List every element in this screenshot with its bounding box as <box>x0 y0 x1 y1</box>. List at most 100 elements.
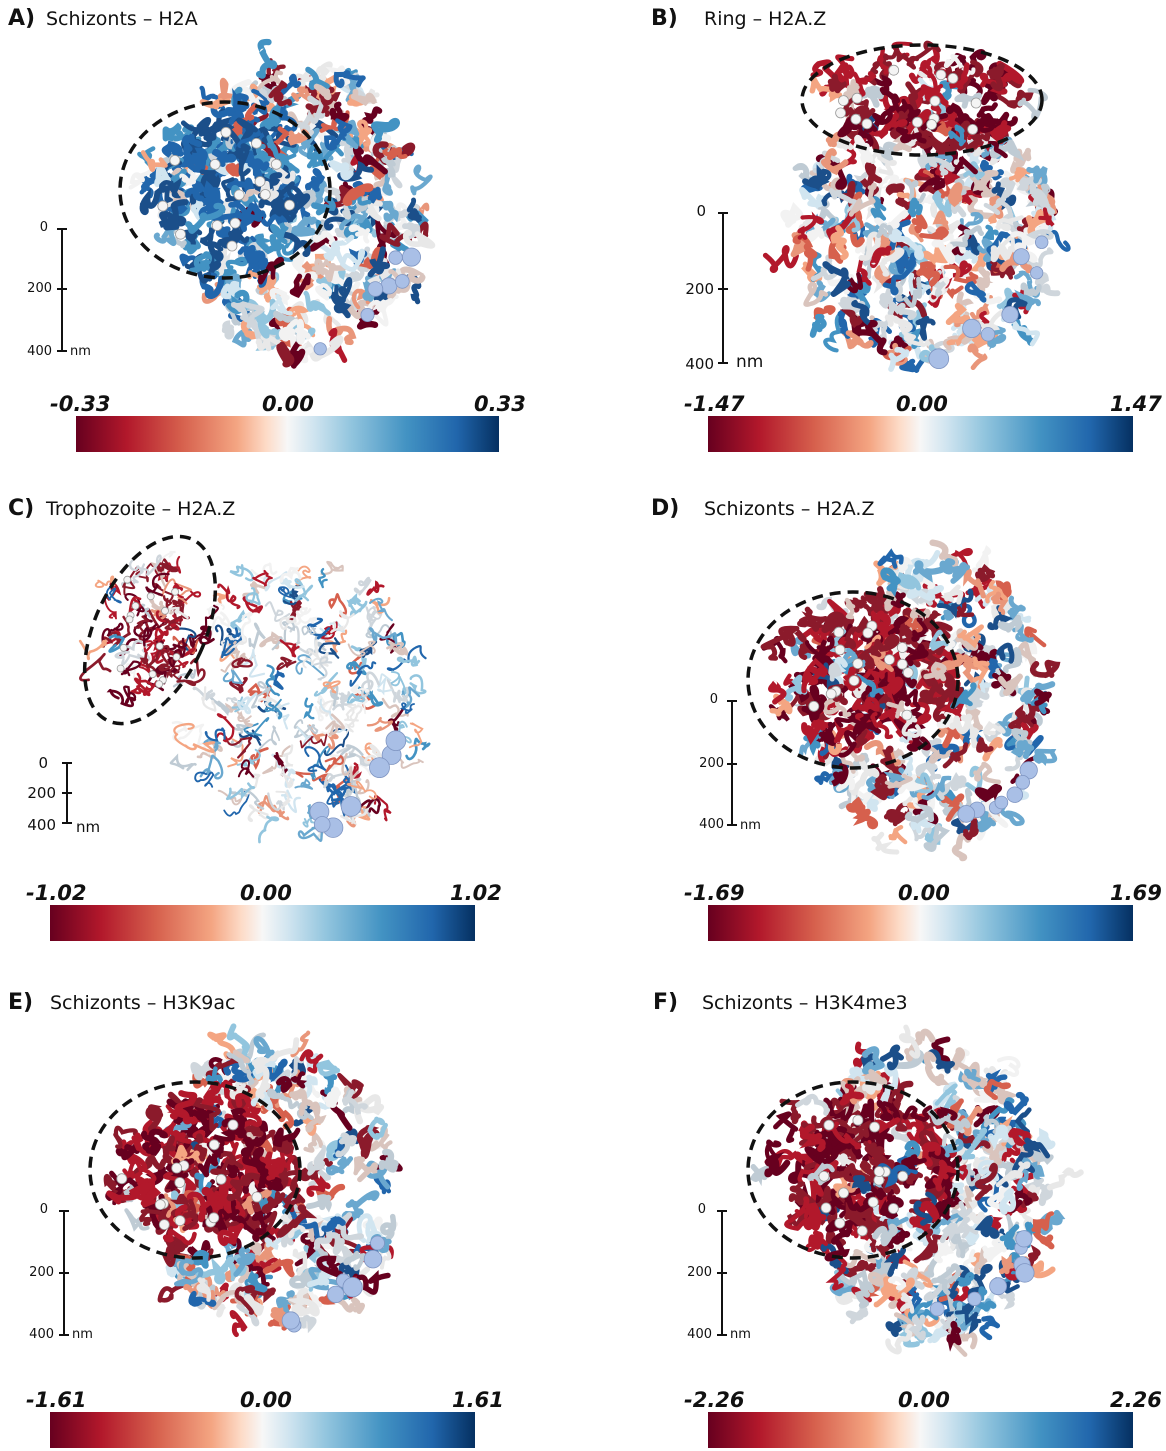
chromatin-fiber <box>872 105 897 125</box>
chromatin-fiber <box>917 549 941 583</box>
chromatin-fiber <box>201 1186 226 1208</box>
chromatin-fiber <box>923 661 947 682</box>
colorbar <box>76 416 499 452</box>
chromatin-fiber <box>194 625 215 645</box>
chromatin-fiber <box>797 211 824 240</box>
chromatin-fiber <box>999 1253 1015 1275</box>
cluster-outline <box>88 1080 302 1260</box>
chromatin-fiber <box>275 702 290 730</box>
chromatin-fiber <box>279 566 302 583</box>
colorbar-max: 1.47 <box>1110 392 1162 416</box>
chromatin-fiber <box>188 633 198 656</box>
panel-title: Ring – H2A.Z <box>704 8 827 30</box>
chromatin-fiber <box>217 1198 240 1232</box>
chromatin-fiber <box>212 589 230 607</box>
chromatin-fiber <box>944 684 964 703</box>
chromatin-fiber <box>220 280 242 300</box>
chromatin-fiber <box>906 584 944 601</box>
chromatin-fiber <box>341 119 360 150</box>
chromatin-fiber <box>320 621 338 640</box>
chromatin-fiber <box>369 597 393 622</box>
chromatin-fiber <box>303 1245 321 1264</box>
chromatin-fiber <box>940 1313 963 1330</box>
colorbar-min: -1.61 <box>26 1388 87 1412</box>
chromatin-fiber <box>315 283 333 301</box>
chromatin-fiber <box>876 1099 901 1122</box>
chromatin-fiber <box>303 1130 324 1153</box>
chromatin-fiber <box>305 1101 327 1133</box>
chromatin-fiber <box>226 1172 264 1202</box>
telomere-sphere <box>838 1187 849 1199</box>
chromatin-fiber <box>1033 748 1058 766</box>
chromatin-fiber <box>315 1256 331 1286</box>
chromatin-fiber <box>983 720 1006 736</box>
chromatin-fiber <box>886 700 906 719</box>
chromatin-fiber <box>798 639 819 660</box>
chromatin-fiber <box>933 1240 955 1264</box>
chromatin-fiber <box>367 1116 388 1140</box>
chromatin-fiber <box>956 1200 973 1219</box>
chromatin-fiber <box>192 1278 212 1310</box>
telomere-sphere <box>912 116 923 128</box>
chromatin-fiber <box>983 197 1014 217</box>
chromatin-fiber <box>353 576 372 596</box>
chromatin-fiber <box>280 1213 306 1239</box>
telomere-sphere <box>215 1173 227 1185</box>
chromatin-fiber <box>146 645 171 668</box>
telomere-sphere <box>835 107 846 119</box>
chromatin-fiber <box>276 656 297 671</box>
telomere-sphere <box>848 675 860 686</box>
telomere-sphere <box>125 615 134 624</box>
chromatin-fiber <box>853 323 888 356</box>
chromatin-fiber <box>911 617 928 642</box>
chromatin-fiber <box>870 711 893 740</box>
chromatin-fiber <box>244 1270 268 1293</box>
chromatin-fiber <box>253 1036 275 1059</box>
chromatin-fiber <box>160 615 183 630</box>
chromatin-fiber <box>863 696 880 716</box>
chromatin-fiber <box>863 586 888 613</box>
chromatin-fiber <box>279 744 294 768</box>
chromatin-fiber <box>814 743 835 767</box>
telomere-sphere <box>208 1212 220 1224</box>
chromatin-fiber <box>289 273 311 299</box>
chromatin-fiber <box>952 1047 969 1071</box>
centromere-sphere <box>1006 786 1024 803</box>
chromatin-fiber <box>124 593 145 617</box>
telomere-sphere <box>131 602 140 610</box>
telomere-sphere <box>157 200 169 212</box>
chromatin-fiber <box>982 1116 1019 1139</box>
telomere-sphere <box>227 1119 239 1131</box>
chromatin-fiber <box>879 281 903 309</box>
chromatin-fiber <box>908 223 924 243</box>
telomere-sphere <box>888 64 900 76</box>
chromatin-fiber <box>135 562 160 583</box>
telomere-sphere <box>175 228 186 240</box>
chromatin-fiber <box>225 177 255 198</box>
chromatin-fiber <box>396 687 410 704</box>
chromatin-fiber <box>156 558 179 573</box>
chromatin-fiber <box>995 215 1024 232</box>
chromatin-fiber <box>256 316 283 340</box>
chromatin-fiber <box>903 332 932 348</box>
chromatin-fiber <box>827 73 847 94</box>
chromatin-fiber <box>247 804 269 823</box>
chromatin-fiber <box>898 1024 921 1059</box>
chromatin-fiber <box>396 655 421 667</box>
chromatin-fiber <box>996 712 1019 737</box>
chromatin-fiber <box>837 64 868 85</box>
centromere-sphere <box>1015 774 1030 790</box>
chromatin-fiber <box>824 1231 851 1262</box>
centromere-sphere <box>394 274 410 289</box>
chromatin-fiber <box>975 563 996 582</box>
chromatin-fiber <box>355 1156 378 1183</box>
centromere-sphere <box>360 307 375 322</box>
chromatin-fiber <box>822 261 851 297</box>
chromatin-fiber <box>835 1286 860 1305</box>
chromatin-fiber <box>996 642 1015 664</box>
chromatin-fiber <box>830 225 849 261</box>
panel-title: Trophozoite – H2A.Z <box>46 498 236 520</box>
chromatin-fiber <box>360 671 380 698</box>
chromatin-fiber <box>238 648 266 678</box>
chromatin-fiber <box>990 259 1016 280</box>
